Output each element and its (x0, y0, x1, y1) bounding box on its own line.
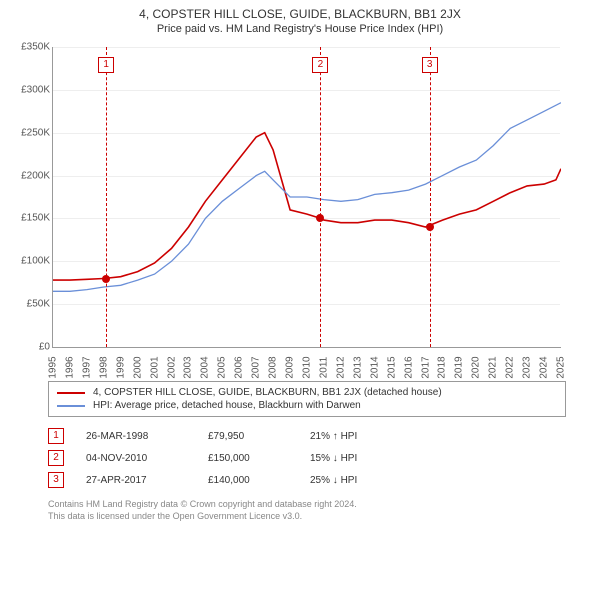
transaction-price: £140,000 (208, 475, 288, 486)
x-tick: 2000 (132, 356, 143, 378)
x-tick: 2011 (318, 357, 329, 379)
x-tick: 2023 (522, 356, 533, 378)
callout-line-2 (320, 47, 321, 347)
transaction-date: 26-MAR-1998 (86, 431, 186, 442)
y-tick: £100K (10, 256, 50, 267)
x-tick: 2024 (539, 356, 550, 378)
legend-swatch (57, 405, 85, 407)
transaction-date: 04-NOV-2010 (86, 453, 186, 464)
footer-line-2: This data is licensed under the Open Gov… (48, 511, 590, 523)
x-tick: 2025 (556, 356, 567, 378)
legend-item-hpi: HPI: Average price, detached house, Blac… (57, 399, 557, 412)
transaction-row: 3 27-APR-2017 £140,000 25% ↓ HPI (48, 469, 590, 491)
x-tick: 2006 (234, 356, 245, 378)
x-tick: 2022 (505, 356, 516, 378)
legend: 4, COPSTER HILL CLOSE, GUIDE, BLACKBURN,… (48, 381, 566, 417)
x-tick: 2016 (403, 356, 414, 378)
transaction-row: 1 26-MAR-1998 £79,950 21% ↑ HPI (48, 425, 590, 447)
x-tick: 1998 (98, 356, 109, 378)
footer-line-1: Contains HM Land Registry data © Crown c… (48, 499, 590, 511)
transaction-marker: 3 (48, 472, 64, 488)
legend-label: HPI: Average price, detached house, Blac… (93, 400, 361, 411)
transaction-price: £79,950 (208, 431, 288, 442)
x-tick: 2009 (285, 356, 296, 378)
chart-plot: £0£50K£100K£150K£200K£250K£300K£350K 199… (10, 43, 570, 373)
series-price_paid (53, 133, 561, 280)
callout-marker-2: 2 (312, 57, 328, 73)
x-tick: 2014 (369, 356, 380, 378)
x-tick: 2020 (471, 356, 482, 378)
y-tick: £0 (10, 342, 50, 353)
y-tick: £150K (10, 213, 50, 224)
legend-swatch (57, 392, 85, 394)
transaction-table: 1 26-MAR-1998 £79,950 21% ↑ HPI 2 04-NOV-2010… (48, 425, 590, 491)
chart-title: 4, COPSTER HILL CLOSE, GUIDE, BLACKBURN,… (10, 6, 590, 22)
chart-subtitle: Price paid vs. HM Land Registry's House … (10, 22, 590, 37)
callout-marker-3: 3 (422, 57, 438, 73)
callout-line-1 (106, 47, 107, 347)
transaction-price: £150,000 (208, 453, 288, 464)
transaction-row: 2 04-NOV-2010 £150,000 15% ↓ HPI (48, 447, 590, 469)
y-tick: £300K (10, 84, 50, 95)
x-tick: 2002 (166, 356, 177, 378)
x-tick: 2008 (268, 356, 279, 378)
x-tick: 2019 (454, 356, 465, 378)
y-tick: £250K (10, 127, 50, 138)
x-tick: 2017 (420, 356, 431, 378)
transaction-marker: 1 (48, 428, 64, 444)
transaction-delta: 21% ↑ HPI (310, 431, 410, 442)
x-tick: 2018 (437, 356, 448, 378)
x-tick: 2012 (335, 356, 346, 378)
transaction-date: 27-APR-2017 (86, 475, 186, 486)
legend-label: 4, COPSTER HILL CLOSE, GUIDE, BLACKBURN,… (93, 387, 442, 398)
x-tick: 2003 (183, 356, 194, 378)
x-tick: 2015 (386, 356, 397, 378)
x-tick: 1999 (115, 356, 126, 378)
footer-attribution: Contains HM Land Registry data © Crown c… (48, 499, 590, 522)
y-tick: £50K (10, 299, 50, 310)
x-tick: 2005 (217, 356, 228, 378)
x-tick: 2004 (200, 356, 211, 378)
x-tick: 1997 (81, 356, 92, 378)
transaction-delta: 25% ↓ HPI (310, 475, 410, 486)
callout-dot-1 (102, 275, 110, 283)
x-tick: 2021 (488, 356, 499, 378)
x-tick: 2007 (251, 356, 262, 378)
callout-dot-2 (316, 214, 324, 222)
callout-dot-3 (426, 223, 434, 231)
y-tick: £200K (10, 170, 50, 181)
x-tick: 1995 (48, 356, 59, 378)
callout-marker-1: 1 (98, 57, 114, 73)
transaction-delta: 15% ↓ HPI (310, 453, 410, 464)
x-tick: 2001 (149, 356, 160, 378)
x-tick: 2013 (352, 356, 363, 378)
series-hpi (53, 103, 561, 292)
y-tick: £350K (10, 42, 50, 53)
x-tick: 1996 (64, 356, 75, 378)
transaction-marker: 2 (48, 450, 64, 466)
x-tick: 2010 (302, 356, 313, 378)
legend-item-price_paid: 4, COPSTER HILL CLOSE, GUIDE, BLACKBURN,… (57, 386, 557, 399)
callout-line-3 (430, 47, 431, 347)
